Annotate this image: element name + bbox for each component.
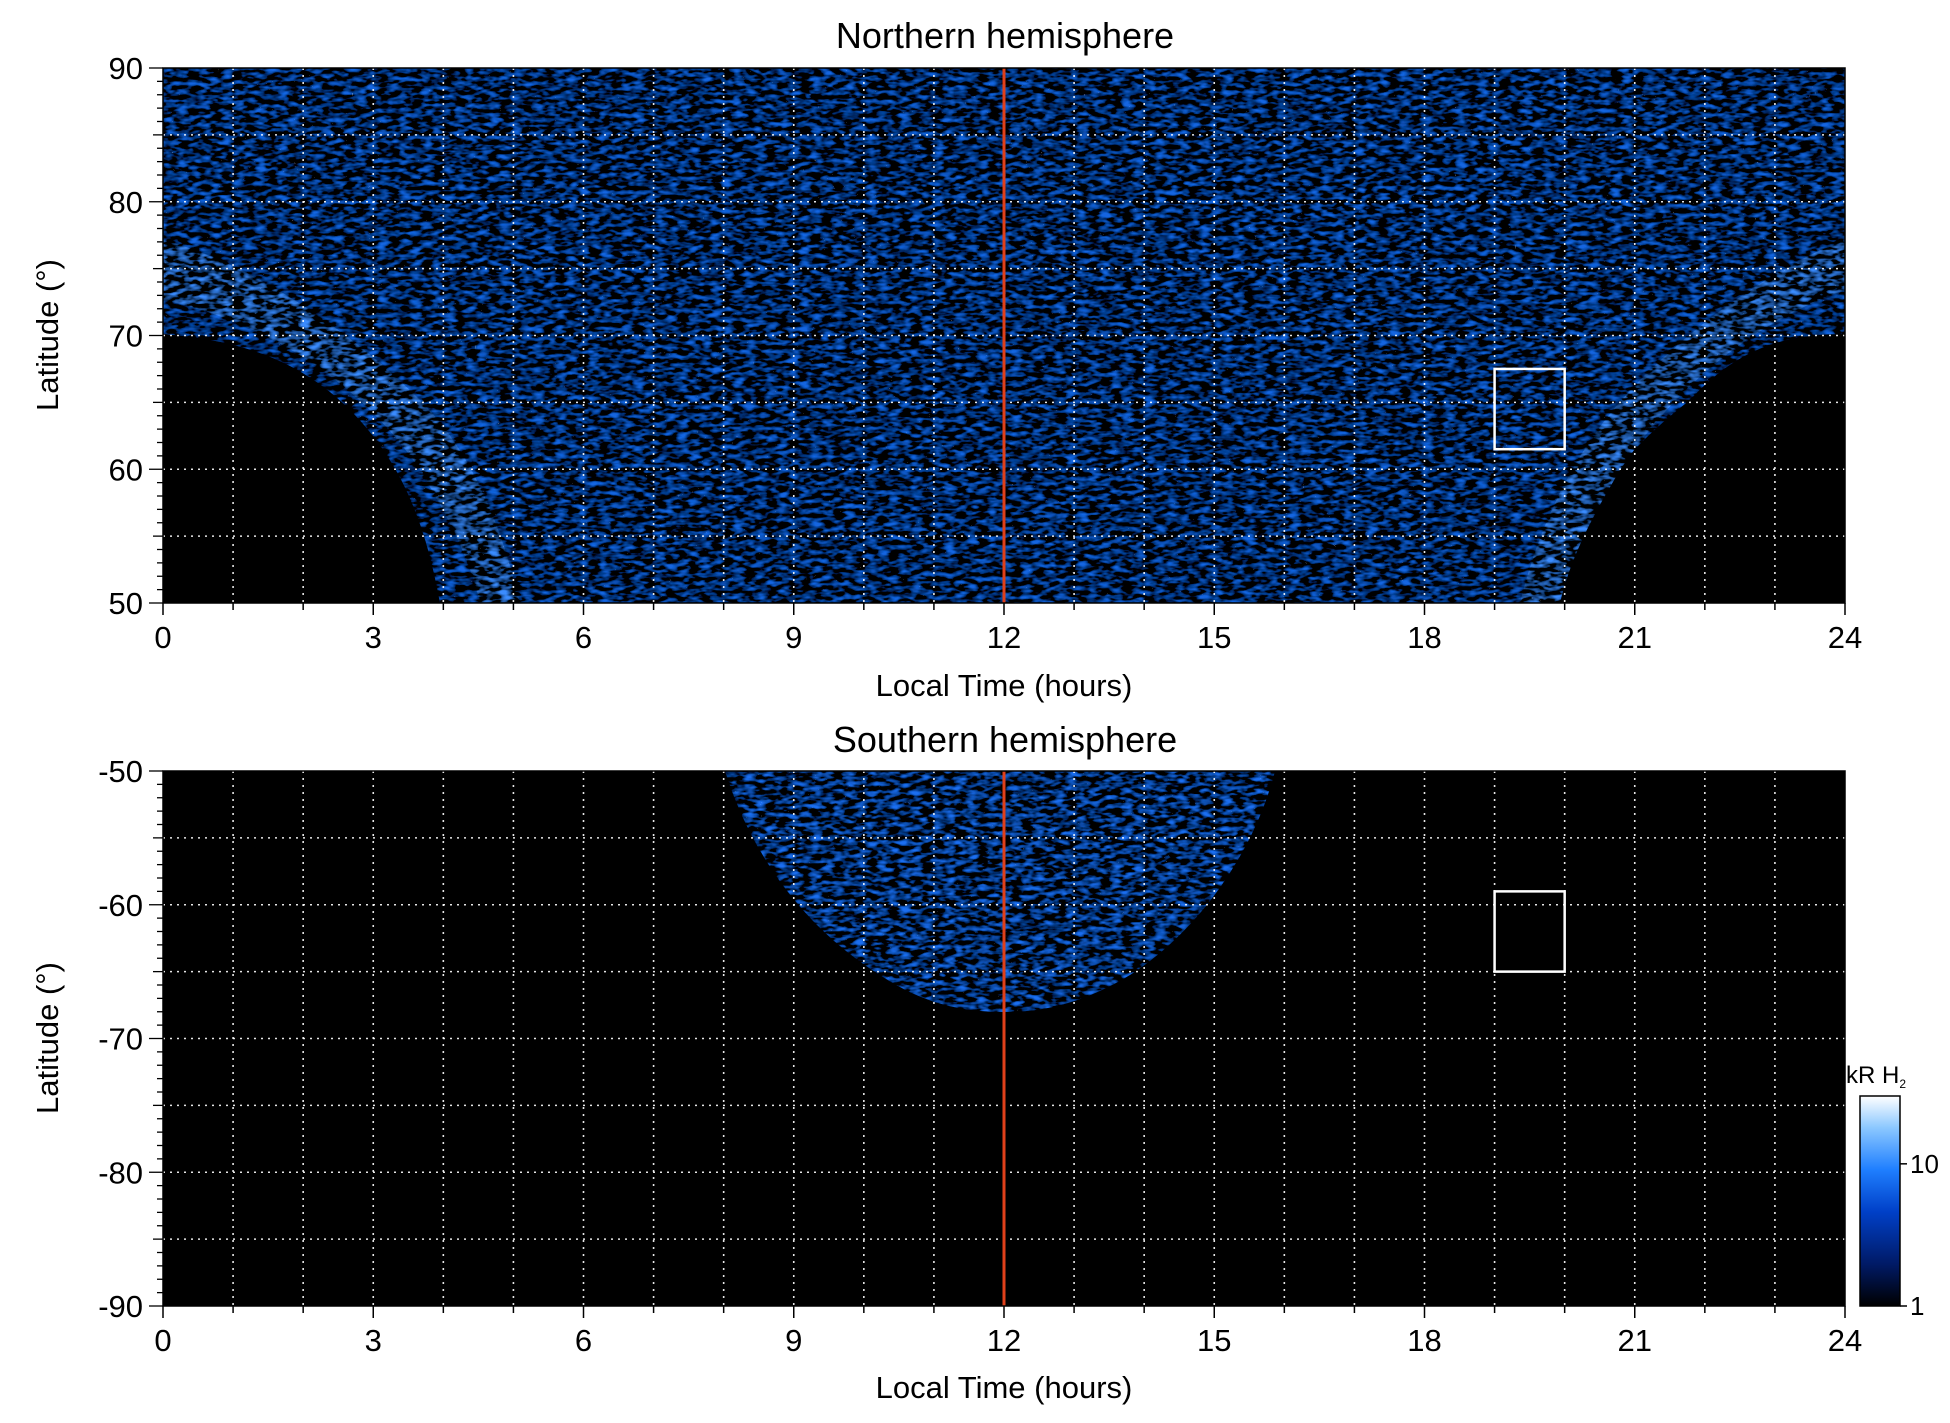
northern-y-axis-label: Latitude (°) [30, 259, 65, 411]
southern-x-tick-label: 0 [154, 1323, 171, 1358]
northern-title: Northern hemisphere [836, 15, 1174, 56]
northern-x-tick-label: 18 [1407, 620, 1441, 655]
northern-x-tick-label: 21 [1618, 620, 1652, 655]
northern-y-tick-label: 50 [109, 586, 143, 621]
southern-y-tick-label: -60 [98, 888, 143, 923]
northern-x-tick-label: 12 [987, 620, 1021, 655]
colorbar: kR H2 10 1 [1846, 1062, 1939, 1321]
southern-x-axis: 0 3 6 9 12 15 18 21 24 [154, 1306, 1862, 1358]
southern-y-tick-label: -50 [98, 754, 143, 789]
colorbar-gradient [1859, 1095, 1901, 1307]
colorbar-label: kR H2 [1846, 1062, 1906, 1091]
southern-x-tick-label: 3 [365, 1323, 382, 1358]
northern-panel: Northern hemisphere 0 3 6 9 12 15 18 21 24 50 60 7… [30, 15, 1862, 703]
southern-x-tick-label: 21 [1618, 1323, 1652, 1358]
northern-x-axis: 0 3 6 9 12 15 18 21 24 [154, 603, 1862, 655]
southern-title: Southern hemisphere [833, 719, 1177, 760]
northern-x-tick-label: 24 [1828, 620, 1862, 655]
southern-x-tick-label: 15 [1197, 1323, 1231, 1358]
northern-y-axis: 50 60 70 80 90 [109, 51, 163, 621]
southern-y-tick-label: -80 [98, 1155, 143, 1190]
colorbar-ticks: 10 1 [1900, 1149, 1939, 1321]
southern-x-tick-label: 9 [785, 1323, 802, 1358]
colorbar-label-subscript: 2 [1899, 1077, 1906, 1091]
colorbar-tick-label: 1 [1910, 1291, 1924, 1321]
northern-x-tick-label: 6 [575, 620, 592, 655]
southern-y-tick-label: -90 [98, 1289, 143, 1324]
northern-highlight-box [1493, 367, 1566, 451]
northern-x-tick-label: 15 [1197, 620, 1231, 655]
southern-x-tick-label: 6 [575, 1323, 592, 1358]
southern-y-axis: -50 -60 -70 -80 -90 [98, 754, 163, 1324]
southern-x-tick-label: 12 [987, 1323, 1021, 1358]
northern-x-axis-label: Local Time (hours) [876, 668, 1133, 703]
colorbar-tick-label: 10 [1910, 1149, 1939, 1179]
northern-x-tick-label: 9 [785, 620, 802, 655]
northern-x-tick-label: 0 [154, 620, 171, 655]
southern-x-tick-label: 24 [1828, 1323, 1862, 1358]
southern-highlight-box [1493, 890, 1566, 973]
southern-panel: Southern hemisphere 0 3 6 9 12 15 18 21 24 -50 -6… [30, 719, 1862, 1405]
northern-y-tick-label: 70 [109, 319, 143, 354]
northern-y-tick-label: 80 [109, 185, 143, 220]
southern-x-axis-label: Local Time (hours) [876, 1370, 1133, 1405]
southern-x-tick-label: 18 [1407, 1323, 1441, 1358]
southern-y-axis-label: Latitude (°) [30, 962, 65, 1114]
northern-y-tick-label: 90 [109, 51, 143, 86]
northern-x-tick-label: 3 [365, 620, 382, 655]
southern-y-tick-label: -70 [98, 1022, 143, 1057]
northern-y-tick-label: 60 [109, 452, 143, 487]
colorbar-label-main: kR H [1846, 1062, 1899, 1089]
